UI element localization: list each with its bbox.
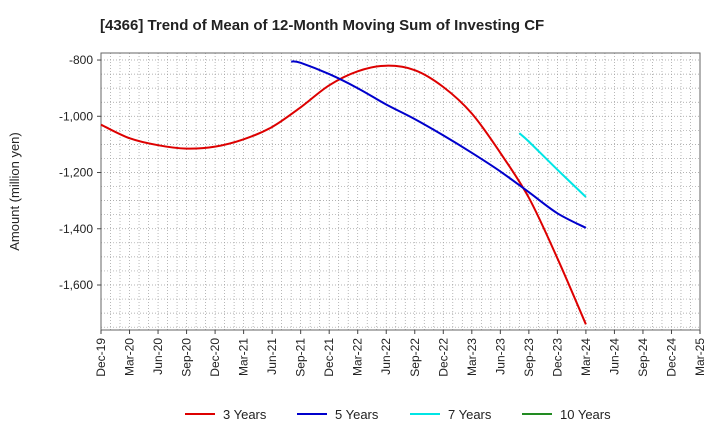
x-tick-label: Mar-20 xyxy=(123,338,137,376)
x-tick-label: Jun-20 xyxy=(151,338,165,375)
x-tick-labels: Dec-19 Mar-20 Jun-20 Sep-20 Dec-20 Mar-21 Jun-… xyxy=(94,330,707,377)
x-tick-label: Mar-23 xyxy=(465,338,479,376)
y-tick-label: -800 xyxy=(69,53,93,67)
grid-layer xyxy=(101,53,700,330)
x-tick-label: Mar-24 xyxy=(579,338,593,376)
x-tick-label: Dec-19 xyxy=(94,338,108,377)
x-tick-label: Jun-22 xyxy=(379,338,393,375)
series-line-3-years xyxy=(100,64,587,325)
series-line-7-years xyxy=(518,132,587,198)
x-tick-label: Dec-20 xyxy=(208,338,222,377)
y-tick-labels: -800 -1,000 -1,200 -1,400 -1,600 xyxy=(59,53,101,292)
legend-label: 5 Years xyxy=(335,407,379,422)
y-axis-label: Amount (million yen) xyxy=(7,132,22,251)
x-tick-label: Dec-21 xyxy=(322,338,336,377)
x-tick-label: Mar-25 xyxy=(693,338,707,376)
x-tick-label: Dec-23 xyxy=(550,338,564,377)
y-tick-label: -1,400 xyxy=(59,222,93,236)
x-tick-label: Sep-21 xyxy=(294,338,308,377)
y-tick-label: -1,000 xyxy=(59,109,93,123)
x-tick-label: Jun-23 xyxy=(493,338,507,375)
legend-label: 10 Years xyxy=(560,407,611,422)
x-tick-label: Jun-21 xyxy=(265,338,279,375)
chart-title: [4366] Trend of Mean of 12-Month Moving … xyxy=(100,17,544,34)
y-tick-label: -1,600 xyxy=(59,278,93,292)
x-tick-label: Mar-21 xyxy=(237,338,251,376)
x-tick-label: Jun-24 xyxy=(607,338,621,375)
plot-frame xyxy=(100,52,701,331)
series-line-5-years xyxy=(291,60,587,229)
legend-label: 7 Years xyxy=(448,407,492,422)
x-tick-label: Sep-22 xyxy=(408,338,422,377)
legend-label: 3 Years xyxy=(223,407,267,422)
series-layer xyxy=(100,60,587,325)
x-tick-label: Dec-24 xyxy=(664,338,678,377)
legend: 3 Years 5 Years 7 Years 10 Years xyxy=(185,407,611,422)
x-tick-label: Sep-20 xyxy=(180,338,194,377)
x-tick-label: Sep-24 xyxy=(636,338,650,377)
x-tick-label: Mar-22 xyxy=(351,338,365,376)
x-tick-label: Sep-23 xyxy=(522,338,536,377)
y-tick-label: -1,200 xyxy=(59,166,93,180)
x-tick-label: Dec-22 xyxy=(436,338,450,377)
